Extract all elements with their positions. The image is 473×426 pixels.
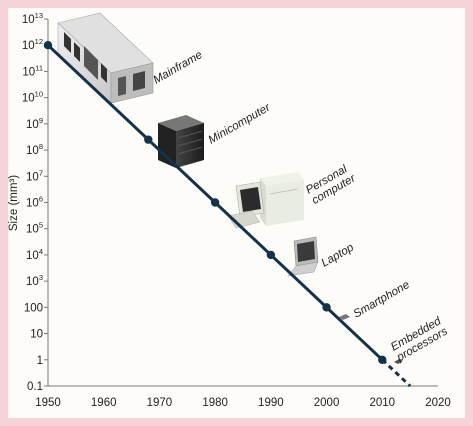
y-tick-base: 10	[26, 198, 39, 210]
laptop-illustration	[287, 236, 319, 277]
y-tick-base: 10	[22, 40, 35, 52]
y-tick-label: 10	[30, 329, 43, 341]
y-tick-label: 107	[26, 168, 43, 183]
y-tick-exponent: 3	[39, 273, 43, 282]
device-label: Minicomputer	[207, 101, 274, 146]
y-tick-label: 0.1	[27, 381, 43, 393]
y-tick-label: 109	[26, 116, 43, 131]
y-tick-base: 10	[26, 224, 39, 236]
y-tick-base: 10	[22, 14, 35, 26]
x-tick-label: 1970	[147, 397, 173, 409]
y-tick-label: 108	[26, 142, 43, 157]
device-label: Embeddedprocessors	[388, 315, 450, 365]
y-tick-base: 10	[26, 171, 39, 183]
data-point	[144, 135, 153, 144]
size-trend-chart: 1013101210111010109108107106105104103100…	[8, 11, 451, 409]
trend-line	[46, 44, 384, 361]
y-tick-base: 10	[26, 119, 39, 131]
y-tick-label: 1011	[22, 63, 43, 78]
y-tick-exponent: 10	[35, 90, 43, 99]
size-trend-series	[43, 41, 412, 388]
personal-computer-illustration	[227, 172, 304, 229]
mainframe-illustration	[57, 12, 154, 104]
device-label: Laptop	[320, 241, 357, 269]
x-tick-label: 1960	[91, 397, 117, 409]
y-tick-exponent: 12	[35, 37, 43, 46]
y-tick-base: 10	[26, 250, 39, 262]
y-tick-exponent: 6	[39, 195, 43, 204]
y-tick-base: 10	[22, 93, 35, 105]
x-tick-label: 1990	[258, 397, 284, 409]
y-tick-exponent: 11	[35, 63, 43, 72]
y-tick-label: 106	[26, 195, 43, 210]
minicomputer-illustration	[158, 115, 204, 168]
x-tick-label: 1980	[202, 397, 228, 409]
x-tick-label: 2020	[425, 397, 451, 409]
y-tick-exponent: 13	[35, 11, 43, 20]
y-tick-exponent: 8	[39, 142, 43, 151]
y-tick-label: 104	[26, 247, 43, 262]
chart-frame: 1013 1012 1011 1010 109 108 107 106 105 104 103 100…	[8, 8, 465, 418]
device-label: Personalcomputer	[304, 162, 359, 207]
embedded-processor-illustration	[394, 359, 403, 364]
y-tick-exponent: 4	[39, 247, 43, 256]
y-tick-exponent: 5	[39, 221, 43, 230]
trend-extension-dashed	[381, 358, 412, 388]
data-point	[43, 41, 53, 50]
data-point	[378, 355, 387, 364]
x-tick-labels: 1950 1960 1970 1980 1990 2000 2010 2020	[35, 397, 451, 409]
data-point	[210, 198, 220, 207]
device-label: Smartphone	[352, 279, 412, 321]
y-tick-base: 10	[26, 276, 39, 288]
data-point	[266, 250, 276, 260]
device-label: Mainframe	[152, 49, 205, 87]
y-tick-label: 1013	[22, 11, 43, 26]
y-tick-base: 0.1	[27, 381, 43, 393]
y-axis-title: Size (mm³)	[8, 175, 20, 231]
y-tick-base: 10	[26, 145, 39, 157]
y-tick-exponent: 7	[39, 168, 43, 177]
y-tick-exponent: 9	[39, 116, 43, 125]
x-tick-label: 2000	[314, 397, 340, 409]
y-tick-base: 10	[22, 66, 35, 78]
y-tick-base: 1	[37, 355, 43, 367]
x-tick-label: 1950	[35, 397, 61, 409]
data-point	[322, 303, 331, 312]
y-tick-base: 10	[30, 329, 43, 341]
y-tick-labels: 1013101210111010109108107106105104103100…	[22, 11, 48, 393]
y-tick-label: 1	[37, 355, 43, 367]
y-tick-label: 103	[26, 273, 43, 288]
y-tick-label: 105	[26, 221, 43, 236]
y-tick-label: 1010	[22, 90, 43, 105]
y-tick-label: 1012	[22, 37, 43, 52]
smartphone-illustration	[339, 314, 350, 320]
y-tick-base: 100	[24, 302, 43, 314]
x-tick-label: 2010	[369, 397, 395, 409]
y-tick-label: 100	[24, 302, 43, 314]
